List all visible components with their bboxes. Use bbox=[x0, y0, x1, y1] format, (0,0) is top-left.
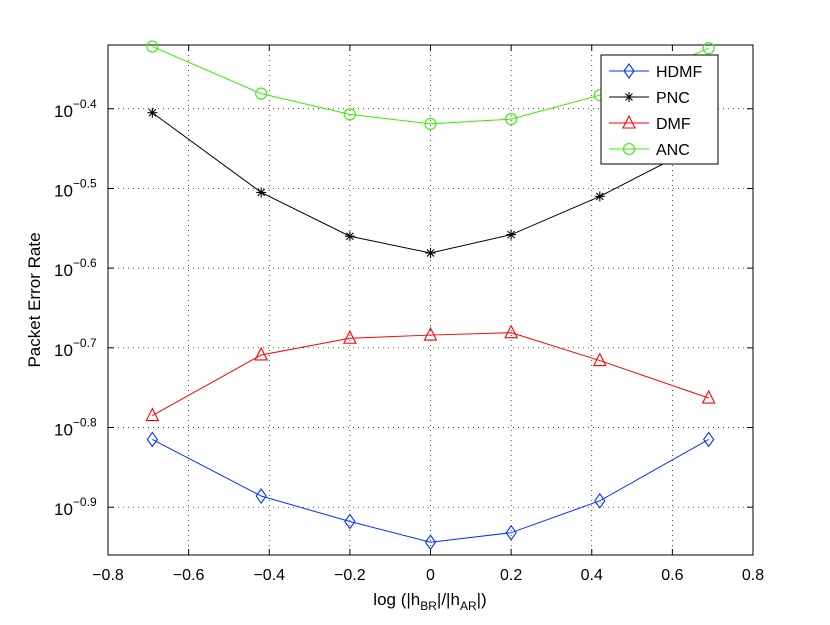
y-tick-label-base: 10 bbox=[54, 500, 73, 519]
series-line-hdmf bbox=[152, 439, 709, 543]
legend-label: ANC bbox=[656, 142, 690, 159]
data-point-triangle bbox=[423, 326, 438, 341]
x-tick-label: 0.8 bbox=[742, 567, 764, 584]
series-line-anc bbox=[152, 46, 709, 125]
star-stroke bbox=[257, 188, 266, 197]
y-tick-label-base: 10 bbox=[54, 181, 73, 200]
star-stroke bbox=[595, 192, 604, 201]
data-point-triangle bbox=[622, 114, 636, 129]
y-tick-label-exponent: −0.9 bbox=[73, 495, 97, 509]
legend-box bbox=[600, 54, 719, 165]
x-tick-label: −0.4 bbox=[253, 567, 285, 584]
data-point-star bbox=[344, 231, 355, 242]
data-point-circle bbox=[702, 42, 715, 55]
data-point-circle bbox=[622, 142, 636, 156]
series-hdmf bbox=[146, 431, 715, 551]
data-point-star bbox=[256, 187, 267, 198]
x-tick-label: −0.6 bbox=[173, 567, 205, 584]
data-point-diamond bbox=[623, 63, 635, 79]
legend-label: DMF bbox=[656, 116, 691, 133]
y-axis-label: Packet Error Rate bbox=[25, 232, 44, 367]
legend-label: HDMF bbox=[656, 64, 702, 81]
series-dmf bbox=[145, 324, 716, 422]
data-point-triangle bbox=[254, 346, 269, 361]
series-lines bbox=[145, 40, 716, 551]
y-tick-label-base: 10 bbox=[54, 261, 73, 280]
series-pnc bbox=[147, 107, 714, 258]
data-point-circle bbox=[424, 117, 437, 130]
y-tick-label-base: 10 bbox=[54, 421, 73, 440]
x-tick-label: 0 bbox=[426, 567, 435, 584]
y-tick-label: 10−0.4 bbox=[54, 97, 97, 121]
x-axis-label-middle: |/|h bbox=[437, 590, 460, 609]
y-tick-label: 10−0.8 bbox=[54, 416, 97, 440]
data-point-star bbox=[506, 229, 517, 240]
y-tick-label-exponent: −0.5 bbox=[73, 176, 97, 190]
data-point-circle bbox=[505, 113, 518, 126]
data-point-diamond bbox=[255, 488, 267, 504]
data-point-diamond bbox=[702, 431, 715, 448]
x-tick-label: −0.2 bbox=[334, 567, 366, 584]
data-point-diamond bbox=[146, 431, 159, 448]
star-stroke bbox=[148, 108, 157, 117]
y-tick-label-exponent: −0.8 bbox=[73, 416, 97, 430]
y-tick-label-exponent: −0.6 bbox=[73, 256, 97, 270]
x-tick-label: −0.8 bbox=[92, 567, 124, 584]
data-point-star bbox=[594, 191, 605, 202]
x-axis-label-suffix: |) bbox=[477, 590, 487, 609]
axis-ticks: −0.8 −0.6 −0.4 −0.2 0 0.2 0.4 0.6 0.810−0.410−0.… bbox=[54, 45, 764, 584]
data-point-star bbox=[425, 247, 436, 258]
data-point-diamond bbox=[505, 524, 517, 541]
data-point-triangle bbox=[342, 330, 357, 344]
data-point-triangle bbox=[504, 324, 519, 339]
x-axis-label-sub-br: BR bbox=[420, 599, 437, 613]
series-anc bbox=[146, 40, 715, 130]
legend-entry-anc: ANC bbox=[609, 142, 690, 159]
data-point-triangle bbox=[701, 389, 716, 404]
y-tick-label: 10−0.6 bbox=[54, 256, 97, 280]
data-point-diamond bbox=[344, 513, 356, 530]
y-tick-label: 10−0.5 bbox=[54, 176, 97, 200]
data-point-triangle bbox=[592, 352, 607, 367]
y-tick-label-base: 10 bbox=[54, 341, 73, 360]
legend-entry-hdmf: HDMF bbox=[609, 63, 702, 81]
y-tick-label-exponent: −0.7 bbox=[73, 336, 97, 350]
legend-label: PNC bbox=[656, 90, 690, 107]
y-tick-label-exponent: −0.4 bbox=[73, 97, 97, 111]
data-point-triangle bbox=[145, 407, 160, 422]
data-point-circle bbox=[343, 108, 356, 121]
y-tick-label: 10−0.7 bbox=[54, 336, 97, 360]
x-axis-label-prefix: log (|h bbox=[373, 590, 420, 609]
legend: HDMF PNC DMF ANC bbox=[600, 54, 719, 165]
x-tick-label: 0.2 bbox=[500, 567, 522, 584]
y-tick-label: 10−0.9 bbox=[54, 495, 97, 519]
x-tick-label: 0.4 bbox=[581, 567, 603, 584]
x-tick-label: 0.6 bbox=[661, 567, 683, 584]
x-axis-label: log (|hBR|/|hAR|) bbox=[373, 590, 486, 613]
data-point-circle bbox=[146, 40, 159, 53]
y-tick-label-base: 10 bbox=[54, 102, 73, 121]
data-point-star bbox=[147, 107, 158, 118]
data-point-star bbox=[624, 92, 634, 102]
data-point-circle bbox=[255, 87, 268, 100]
x-axis-label-sub-ar: AR bbox=[460, 599, 477, 613]
star-stroke bbox=[625, 93, 633, 101]
legend-entry-pnc: PNC bbox=[609, 90, 690, 107]
data-point-diamond bbox=[424, 534, 437, 551]
star-stroke bbox=[426, 249, 435, 257]
star-stroke bbox=[507, 230, 516, 239]
legend-entry-dmf: DMF bbox=[609, 114, 691, 133]
series-line-dmf bbox=[152, 332, 709, 416]
star-stroke bbox=[345, 232, 354, 241]
data-point-diamond bbox=[594, 492, 606, 509]
